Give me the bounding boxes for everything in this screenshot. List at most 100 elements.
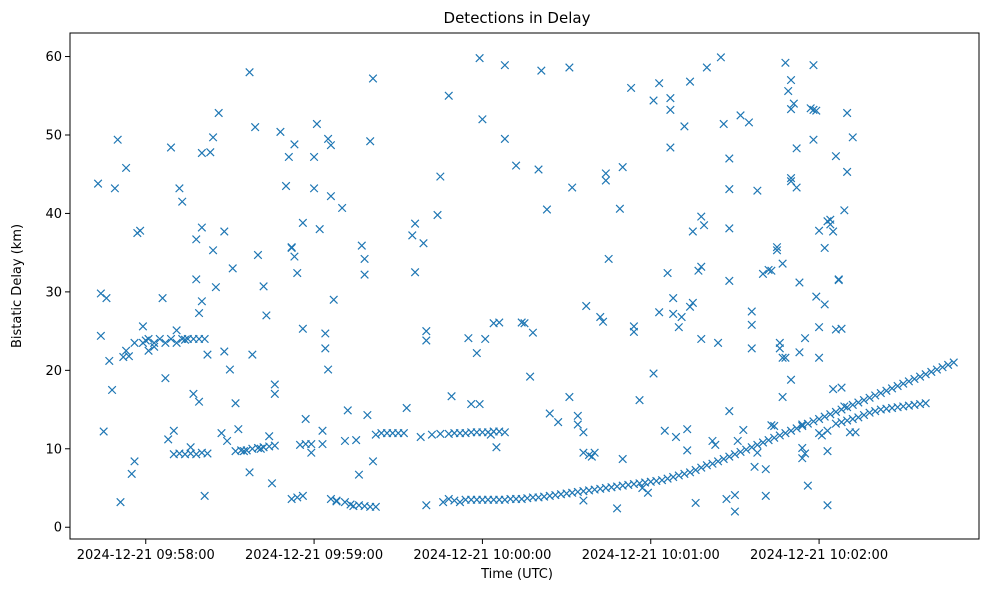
data-point bbox=[837, 324, 846, 333]
data-point bbox=[217, 428, 226, 438]
data-point bbox=[130, 338, 139, 348]
data-point bbox=[267, 479, 277, 488]
data-point bbox=[680, 469, 689, 479]
data-point bbox=[842, 416, 852, 425]
data-point bbox=[831, 151, 841, 161]
series-track-g-upper bbox=[831, 399, 930, 428]
series-track-b-9km bbox=[169, 448, 212, 459]
data-point bbox=[298, 324, 308, 333]
data-point bbox=[149, 338, 159, 348]
data-point bbox=[206, 148, 215, 157]
data-point bbox=[96, 289, 106, 298]
data-point bbox=[447, 391, 456, 401]
data-point bbox=[697, 463, 706, 472]
data-point bbox=[192, 275, 201, 284]
data-point bbox=[761, 491, 771, 501]
data-point bbox=[716, 53, 726, 62]
data-point bbox=[318, 426, 327, 435]
data-point bbox=[915, 372, 925, 381]
data-point bbox=[786, 426, 796, 435]
data-point bbox=[250, 122, 260, 132]
data-point bbox=[736, 447, 745, 457]
data-point bbox=[197, 148, 207, 158]
data-point bbox=[904, 377, 914, 386]
data-point bbox=[775, 344, 785, 353]
data-point bbox=[492, 442, 501, 452]
data-point bbox=[798, 443, 807, 453]
data-point bbox=[753, 440, 762, 450]
data-point bbox=[778, 353, 787, 363]
data-point bbox=[121, 163, 131, 173]
data-point bbox=[525, 372, 535, 381]
data-point bbox=[172, 326, 181, 335]
data-point bbox=[309, 184, 319, 193]
data-point bbox=[680, 122, 689, 131]
data-point bbox=[842, 402, 852, 412]
data-point bbox=[349, 501, 358, 511]
data-point bbox=[245, 68, 254, 77]
data-point bbox=[812, 292, 821, 301]
data-point bbox=[809, 135, 818, 144]
data-point bbox=[99, 427, 108, 436]
data-point bbox=[708, 459, 717, 468]
y-tick-label: 20 bbox=[45, 364, 62, 379]
data-point bbox=[360, 270, 369, 279]
data-point bbox=[287, 243, 296, 253]
data-point bbox=[702, 461, 712, 470]
data-point bbox=[158, 293, 167, 303]
data-point bbox=[408, 231, 417, 240]
data-point bbox=[713, 457, 723, 466]
data-point bbox=[842, 167, 852, 177]
data-point bbox=[517, 318, 526, 327]
data-point bbox=[192, 450, 201, 459]
data-point bbox=[761, 464, 771, 474]
data-point bbox=[798, 420, 807, 429]
data-point bbox=[276, 127, 285, 137]
data-point bbox=[834, 275, 843, 285]
data-point bbox=[865, 393, 874, 403]
data-point bbox=[228, 264, 237, 273]
data-point bbox=[694, 266, 703, 275]
data-point bbox=[113, 135, 122, 144]
data-point bbox=[778, 259, 787, 268]
data-point bbox=[786, 104, 796, 114]
data-point bbox=[722, 494, 731, 504]
data-point bbox=[130, 457, 139, 466]
data-point bbox=[343, 406, 352, 415]
data-point bbox=[573, 411, 583, 421]
data-point bbox=[368, 74, 378, 83]
data-point bbox=[685, 468, 695, 477]
data-point bbox=[438, 497, 448, 507]
data-point bbox=[436, 172, 445, 181]
data-point bbox=[837, 417, 846, 427]
data-point bbox=[354, 470, 364, 479]
data-point bbox=[668, 472, 678, 482]
data-point bbox=[318, 439, 327, 449]
data-point bbox=[579, 496, 588, 505]
data-point bbox=[711, 440, 720, 450]
data-point bbox=[677, 312, 686, 322]
data-point bbox=[590, 448, 599, 457]
data-point bbox=[736, 111, 745, 120]
data-point bbox=[629, 327, 639, 337]
data-point bbox=[321, 344, 330, 353]
data-point bbox=[809, 60, 818, 70]
data-point bbox=[332, 497, 341, 506]
data-point bbox=[200, 491, 209, 501]
data-point bbox=[859, 410, 869, 420]
data-point bbox=[545, 409, 554, 418]
data-point bbox=[949, 358, 958, 367]
y-axis: 0 10 20 30 40 50 60 bbox=[45, 50, 70, 536]
data-point bbox=[820, 300, 829, 309]
series-track-e-3km bbox=[287, 491, 465, 512]
y-tick-label: 60 bbox=[45, 50, 62, 65]
data-point bbox=[814, 353, 824, 363]
data-point bbox=[253, 250, 263, 260]
data-point bbox=[281, 181, 291, 191]
data-point bbox=[870, 406, 880, 416]
data-point bbox=[848, 133, 857, 142]
data-point bbox=[831, 407, 841, 417]
data-point bbox=[433, 210, 442, 220]
data-point bbox=[340, 497, 350, 507]
